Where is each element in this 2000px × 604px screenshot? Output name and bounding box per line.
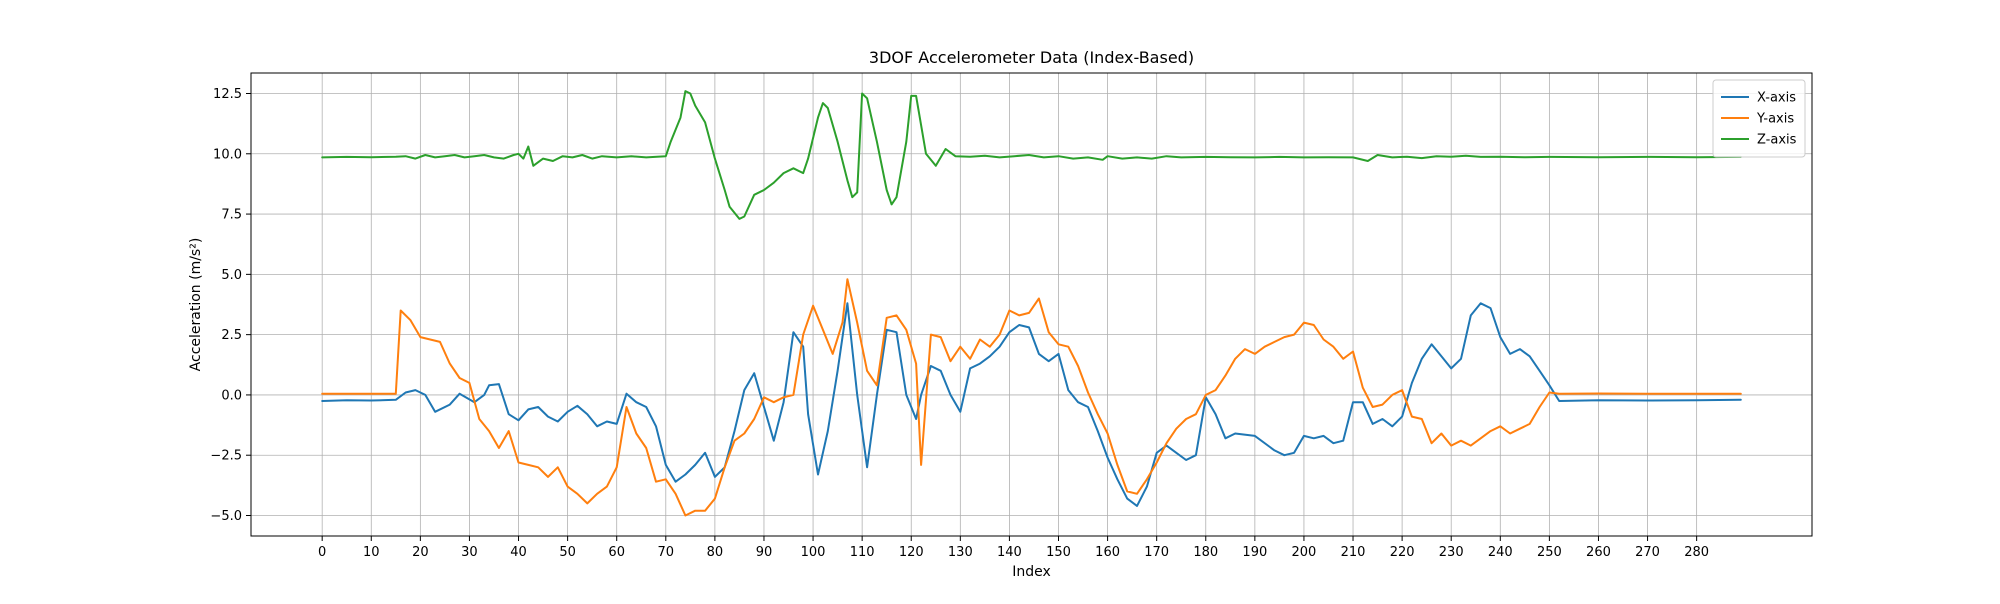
x-tick-label: 150	[1046, 545, 1071, 560]
plot-frame	[250, 72, 1813, 537]
x-tick-label: 170	[1144, 545, 1169, 560]
x-tick-label: 200	[1292, 545, 1317, 560]
y-tick-label: −5.0	[210, 509, 242, 524]
grid	[251, 73, 1812, 536]
y-tick-label: 5.0	[221, 268, 242, 283]
x-tick-label: 130	[948, 545, 973, 560]
x-tick-label: 0	[318, 545, 326, 560]
x-tick-label: 30	[461, 545, 478, 560]
y-tick-label: 10.0	[213, 147, 242, 162]
series-lines	[321, 90, 1742, 517]
y-axis-ticks: −5.0 −2.5 0.0 2.5 5.0 7.5 10.0 12.5	[210, 87, 251, 524]
legend-box	[1712, 79, 1806, 158]
x-tick-label: 160	[1095, 545, 1120, 560]
y-tick-label: 7.5	[221, 208, 242, 223]
y-tick-label: −2.5	[210, 449, 242, 464]
chart-title: 3DOF Accelerometer Data (Index-Based)	[869, 48, 1194, 67]
x-tick-label: 260	[1586, 545, 1611, 560]
x-tick-label: 120	[899, 545, 924, 560]
legend: X-axis Y-axis Z-axis	[1712, 79, 1806, 158]
x-tick-label: 20	[412, 545, 429, 560]
x-tick-label: 230	[1439, 545, 1464, 560]
x-tick-label: 50	[559, 545, 576, 560]
x-tick-label: 210	[1341, 545, 1366, 560]
x-tick-label: 270	[1635, 545, 1660, 560]
x-tick-label: 280	[1684, 545, 1709, 560]
x-tick-label: 10	[363, 545, 380, 560]
y-tick-label: 2.5	[221, 328, 242, 343]
x-tick-label: 60	[608, 545, 625, 560]
x-tick-label: 70	[658, 545, 675, 560]
x-tick-label: 40	[510, 545, 527, 560]
x-axis-ticks: 0 10 20 30 40 50 60 70 80 90 100 110 120 130 140 150 160…	[318, 536, 1709, 560]
legend-label-x-axis: X-axis	[1757, 91, 1796, 106]
x-axis-label: Index	[1012, 564, 1051, 580]
x-tick-label: 100	[801, 545, 826, 560]
x-tick-label: 90	[756, 545, 773, 560]
y-tick-label: 12.5	[213, 87, 242, 102]
series-line-x-axis	[321, 302, 1742, 507]
x-tick-label: 190	[1242, 545, 1267, 560]
legend-label-z-axis: Z-axis	[1757, 133, 1797, 148]
x-tick-label: 180	[1193, 545, 1218, 560]
legend-label-y-axis: Y-axis	[1756, 112, 1794, 127]
x-tick-label: 110	[850, 545, 875, 560]
y-axis-label: Acceleration (m/s²)	[188, 238, 204, 372]
series-line-z-axis	[321, 90, 1742, 220]
x-tick-label: 80	[707, 545, 724, 560]
series-line-y-axis	[321, 278, 1742, 517]
x-tick-label: 140	[997, 545, 1022, 560]
x-tick-label: 250	[1537, 545, 1562, 560]
y-tick-label: 0.0	[221, 388, 242, 403]
x-tick-label: 240	[1488, 545, 1513, 560]
x-tick-label: 220	[1390, 545, 1415, 560]
